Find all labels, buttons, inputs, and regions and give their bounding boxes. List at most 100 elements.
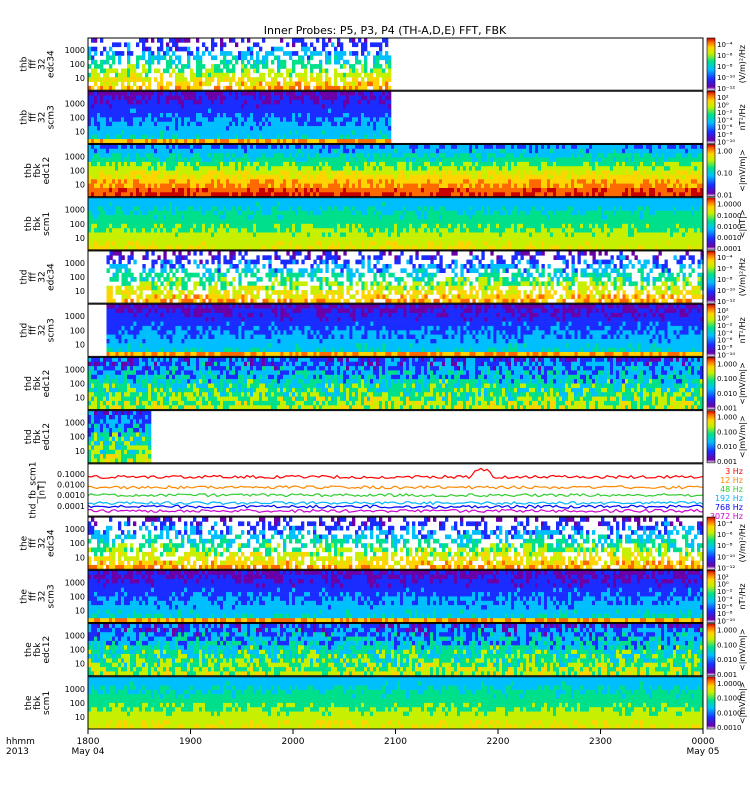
spectrogram-cell — [229, 135, 232, 140]
spectrogram-cell — [136, 42, 139, 47]
spectrogram-cell — [121, 233, 124, 238]
spectrogram-cell — [319, 69, 322, 74]
spectrogram-cell — [268, 91, 271, 96]
spectrogram-cell — [370, 171, 373, 176]
spectrogram-cell — [169, 241, 172, 246]
spectrogram-cell — [109, 149, 112, 154]
spectrogram-cell — [601, 145, 604, 150]
spectrogram-cell — [364, 130, 367, 135]
spectrogram-cell — [337, 149, 340, 154]
spectrogram-cell — [154, 228, 157, 233]
spectrogram-cell — [94, 77, 97, 82]
spectrogram-cell — [349, 130, 352, 135]
spectrogram-cell — [631, 171, 634, 176]
spectrogram-cell — [256, 184, 259, 189]
spectrogram-cell — [361, 145, 364, 150]
spectrogram-cell — [397, 162, 400, 167]
spectrogram-cell — [331, 171, 334, 176]
spectrogram-cell — [634, 171, 637, 176]
spectrogram-cell — [316, 130, 319, 135]
spectrogram-cell — [460, 175, 463, 180]
spectrogram-cell — [322, 153, 325, 158]
spectrogram-cell — [229, 38, 232, 43]
spectrogram-cell — [133, 96, 136, 101]
spectrogram-cell — [292, 126, 295, 131]
spectrogram-cell — [421, 175, 424, 180]
spectrogram-cell — [445, 145, 448, 150]
spectrogram-cell — [277, 166, 280, 171]
spectrogram-cell — [160, 202, 163, 207]
spectrogram-cell — [280, 126, 283, 131]
spectrogram-cell — [226, 175, 229, 180]
spectrogram-cell — [373, 153, 376, 158]
spectrogram-cell — [196, 113, 199, 118]
spectrogram-cell — [286, 126, 289, 131]
spectrogram-cell — [175, 206, 178, 211]
spectrogram-cell — [475, 179, 478, 184]
spectrogram-cell — [445, 188, 448, 193]
spectrogram-cell — [508, 175, 511, 180]
spectrogram-cell — [274, 82, 277, 87]
spectrogram-cell — [127, 211, 130, 216]
spectrogram-cell — [103, 130, 106, 135]
spectrogram-cell — [475, 184, 478, 189]
spectrogram-cell — [388, 100, 391, 105]
spectrogram-cell — [196, 184, 199, 189]
spectrogram-cell — [292, 171, 295, 176]
spectrogram-cell — [223, 202, 226, 207]
spectrogram-cell — [199, 100, 202, 105]
spectrogram-cell — [178, 211, 181, 216]
spectrogram-cell — [250, 100, 253, 105]
spectrogram-cell — [103, 153, 106, 158]
spectrogram-cell — [145, 47, 148, 52]
spectrogram-cell — [505, 179, 508, 184]
spectrogram-cell — [169, 215, 172, 220]
spectrogram-cell — [367, 109, 370, 114]
spectrogram-cell — [307, 91, 310, 96]
spectrogram-cell — [154, 122, 157, 127]
spectrogram-cell — [553, 158, 556, 163]
spectrogram-cell — [376, 149, 379, 154]
spectrogram-cell — [277, 104, 280, 109]
spectrogram-cell — [292, 145, 295, 150]
spectrogram-cell — [184, 179, 187, 184]
spectrogram-cell — [568, 175, 571, 180]
spectrogram-cell — [175, 145, 178, 150]
spectrogram-cell — [226, 206, 229, 211]
spectrogram-cell — [157, 188, 160, 193]
spectrogram-cell — [607, 171, 610, 176]
spectrogram-cell — [571, 158, 574, 163]
spectrogram-cell — [355, 96, 358, 101]
spectrogram-cell — [349, 104, 352, 109]
spectrogram-cell — [343, 158, 346, 163]
spectrogram-cell — [601, 188, 604, 193]
spectrogram-cell — [298, 113, 301, 118]
spectrogram-cell — [679, 184, 682, 189]
spectrogram-cell — [124, 135, 127, 140]
spectrogram-cell — [190, 117, 193, 122]
spectrogram-cell — [358, 96, 361, 101]
spectrogram-cell — [205, 104, 208, 109]
spectrogram-cell — [340, 184, 343, 189]
spectrogram-cell — [685, 179, 688, 184]
spectrogram-cell — [142, 233, 145, 238]
spectrogram-cell — [295, 184, 298, 189]
spectrogram-cell — [232, 162, 235, 167]
spectrogram-cell — [652, 158, 655, 163]
spectrogram-cell — [694, 166, 697, 171]
spectrogram-cell — [337, 55, 340, 60]
spectrogram-cell — [280, 130, 283, 135]
spectrogram-cell — [301, 100, 304, 105]
spectrogram-cell — [280, 60, 283, 65]
spectrogram-cell — [523, 153, 526, 158]
spectrogram-cell — [172, 109, 175, 114]
spectrogram-cell — [109, 135, 112, 140]
spectrogram-cell — [640, 184, 643, 189]
spectrogram-cell — [364, 162, 367, 167]
spectrogram-cell — [256, 122, 259, 127]
spectrogram-cell — [517, 153, 520, 158]
spectrogram-cell — [94, 122, 97, 127]
spectrogram-cell — [160, 47, 163, 52]
spectrogram-cell — [277, 162, 280, 167]
spectrogram-cell — [379, 188, 382, 193]
